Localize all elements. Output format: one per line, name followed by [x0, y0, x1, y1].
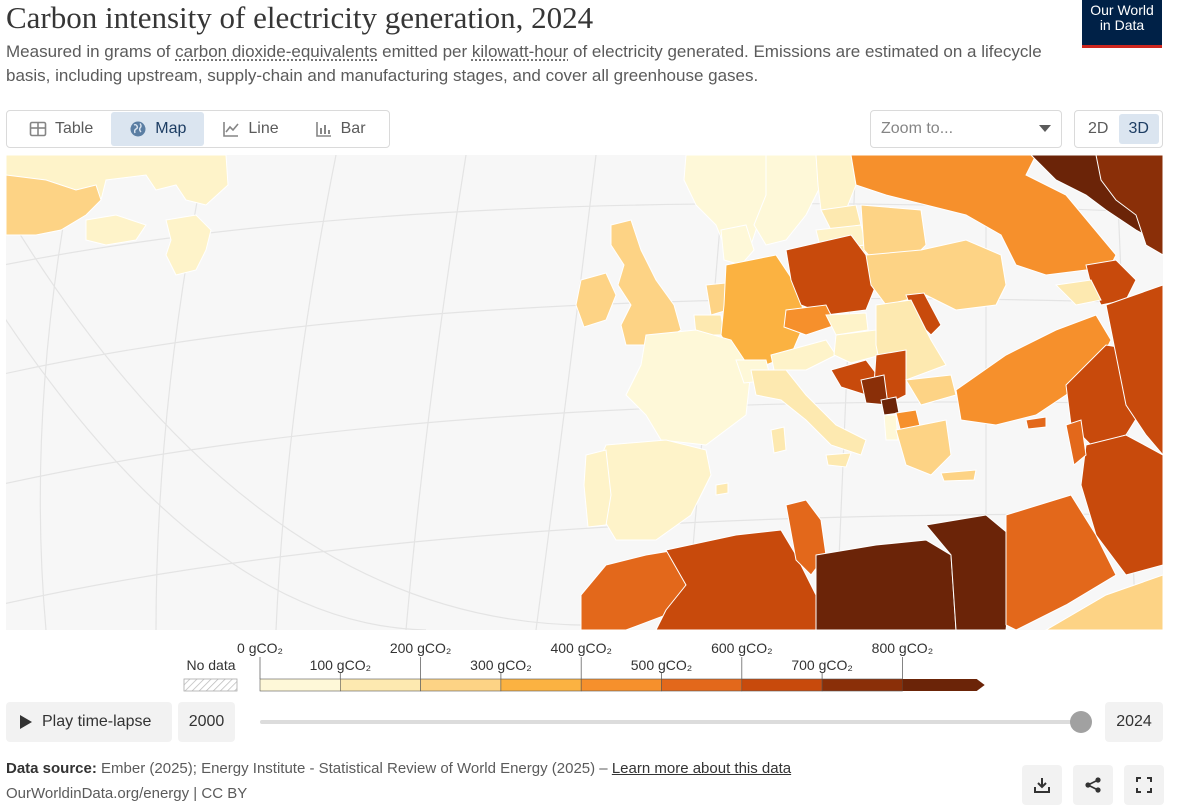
caret-down-icon — [1039, 125, 1051, 132]
choropleth-map[interactable] — [6, 155, 1163, 630]
bulgaria[interactable] — [905, 374, 957, 406]
legend-bin-400[interactable] — [580, 678, 662, 692]
crete[interactable] — [940, 469, 977, 482]
poland[interactable] — [785, 234, 877, 316]
france[interactable] — [625, 329, 752, 446]
zoom-select[interactable]: Zoom to... — [870, 110, 1062, 148]
download-icon — [1034, 778, 1050, 793]
timeline: Play time-lapse 2000 2024 — [6, 702, 1163, 742]
no-data-swatch — [183, 678, 238, 692]
denmark[interactable] — [720, 224, 755, 266]
austria[interactable] — [770, 339, 837, 371]
balearic[interactable] — [715, 482, 729, 496]
greece[interactable] — [895, 419, 952, 476]
legend-bin-100[interactable] — [339, 678, 421, 692]
legend-label-400: 400 gCO₂ — [550, 640, 612, 656]
table-icon — [29, 121, 47, 137]
share-button[interactable] — [1073, 765, 1113, 805]
learn-more-link[interactable]: Learn more about this data — [611, 760, 792, 777]
legend-label-500: 500 gCO₂ — [630, 657, 693, 673]
libya[interactable] — [815, 539, 957, 630]
chart-subtitle: Measured in grams of carbon dioxide-equi… — [6, 42, 1042, 85]
projection-2d-button[interactable]: 2D — [1088, 120, 1109, 137]
legend-bar — [183, 657, 985, 692]
no-data-label: No data — [186, 657, 236, 673]
timeline-track[interactable] — [260, 720, 1080, 724]
legend-label-600: 600 gCO₂ — [711, 640, 773, 656]
tab-table[interactable]: Table — [11, 112, 111, 146]
legend-bin-300[interactable] — [500, 678, 582, 692]
start-year-button[interactable]: 2000 — [178, 702, 235, 742]
tab-bar[interactable]: Bar — [297, 112, 384, 146]
kosovo[interactable] — [880, 396, 900, 416]
end-year-button[interactable]: 2024 — [1105, 702, 1163, 742]
sardinia[interactable] — [770, 426, 787, 454]
data-source: Data source: Ember (2025); Energy Instit… — [6, 760, 792, 777]
legend-bin-500[interactable] — [661, 678, 743, 692]
carbon-dioxide-equivalents-link[interactable]: carbon dioxide-equivalents — [175, 42, 378, 61]
countries — [6, 155, 1163, 630]
play-timelapse-button[interactable]: Play time-lapse — [6, 702, 172, 742]
bar-chart-icon — [315, 122, 331, 137]
legend-label-100: 100 gCO₂ — [309, 657, 372, 673]
chart-title: Carbon intensity of electricity generati… — [6, 0, 594, 35]
legend-bin-200[interactable] — [420, 678, 502, 692]
ukraine[interactable] — [865, 239, 1007, 311]
fullscreen-icon — [1136, 777, 1152, 793]
italy[interactable] — [750, 369, 867, 456]
hungary[interactable] — [833, 329, 882, 364]
czechia[interactable] — [783, 304, 837, 336]
kilowatt-hour-link[interactable]: kilowatt-hour — [471, 42, 569, 61]
legend-label-0: 0 gCO₂ — [237, 640, 283, 656]
slovakia[interactable] — [825, 312, 869, 336]
ireland[interactable] — [575, 272, 617, 328]
middle-south[interactable] — [1005, 494, 1117, 630]
canada-north[interactable] — [6, 174, 102, 236]
legend-bin-800[interactable] — [902, 679, 985, 691]
map-canvas — [6, 155, 1163, 630]
chart-tabs: Table Map Line Bar — [6, 110, 390, 148]
russia-west[interactable] — [850, 155, 1117, 276]
legend-label-800: 800 gCO₂ — [871, 640, 934, 656]
saudi-arabia[interactable] — [1080, 434, 1163, 576]
legend-bin-0[interactable] — [259, 678, 341, 692]
line-chart-icon — [223, 122, 239, 137]
credit: OurWorldinData.org/energy | CC BY — [6, 785, 248, 802]
tab-line[interactable]: Line — [204, 112, 296, 146]
play-icon — [20, 715, 32, 729]
cyprus[interactable] — [1025, 416, 1047, 430]
legend-label-300: 300 gCO₂ — [470, 657, 532, 673]
sudan-edge[interactable] — [1045, 574, 1163, 630]
download-button[interactable] — [1022, 765, 1062, 805]
iceland-region[interactable] — [165, 214, 212, 276]
israel-lebanon[interactable] — [1065, 419, 1087, 466]
egypt[interactable] — [925, 514, 1017, 630]
portugal[interactable] — [583, 449, 612, 528]
map-legend: No data 0 gCO₂ 100 gCO₂ 200 gCO₂ 300 gCO₂ 40… — [0, 635, 1177, 695]
fullscreen-button[interactable] — [1124, 765, 1164, 805]
iran[interactable] — [1105, 284, 1163, 456]
legend-bin-700[interactable] — [821, 678, 903, 692]
georgia[interactable] — [1054, 279, 1102, 306]
legend-label-200: 200 gCO₂ — [389, 640, 452, 656]
share-icon — [1085, 777, 1101, 793]
legend-label-700: 700 gCO₂ — [791, 657, 853, 673]
tab-map[interactable]: Map — [111, 112, 205, 146]
timeline-handle[interactable] — [1070, 711, 1092, 733]
projection-3d-button[interactable]: 3D — [1118, 114, 1159, 144]
united-kingdom[interactable] — [610, 219, 682, 346]
islands-north[interactable] — [85, 214, 147, 246]
owid-logo[interactable]: Our World in Data — [1082, 0, 1162, 48]
sicily[interactable] — [825, 452, 852, 468]
projection-toggle: 2D 3D — [1074, 110, 1163, 148]
albania[interactable] — [883, 414, 899, 441]
globe-icon — [130, 121, 146, 137]
legend-bin-600[interactable] — [741, 678, 823, 692]
kazakhstan-north[interactable] — [1095, 155, 1163, 256]
